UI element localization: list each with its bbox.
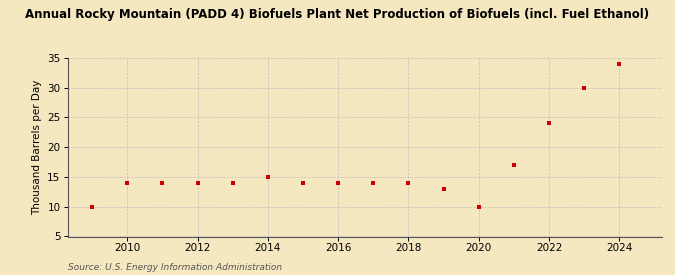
Point <box>122 181 133 185</box>
Point <box>298 181 308 185</box>
Point <box>543 121 554 125</box>
Point <box>473 205 484 209</box>
Point <box>86 205 97 209</box>
Text: Annual Rocky Mountain (PADD 4) Biofuels Plant Net Production of Biofuels (incl. : Annual Rocky Mountain (PADD 4) Biofuels … <box>26 8 649 21</box>
Point <box>578 85 589 90</box>
Point <box>157 181 168 185</box>
Point <box>368 181 379 185</box>
Point <box>227 181 238 185</box>
Text: Source: U.S. Energy Information Administration: Source: U.S. Energy Information Administ… <box>68 263 281 272</box>
Point <box>333 181 344 185</box>
Point <box>508 163 519 167</box>
Y-axis label: Thousand Barrels per Day: Thousand Barrels per Day <box>32 79 42 215</box>
Point <box>614 62 625 66</box>
Point <box>438 187 449 191</box>
Point <box>263 175 273 179</box>
Point <box>192 181 203 185</box>
Point <box>403 181 414 185</box>
